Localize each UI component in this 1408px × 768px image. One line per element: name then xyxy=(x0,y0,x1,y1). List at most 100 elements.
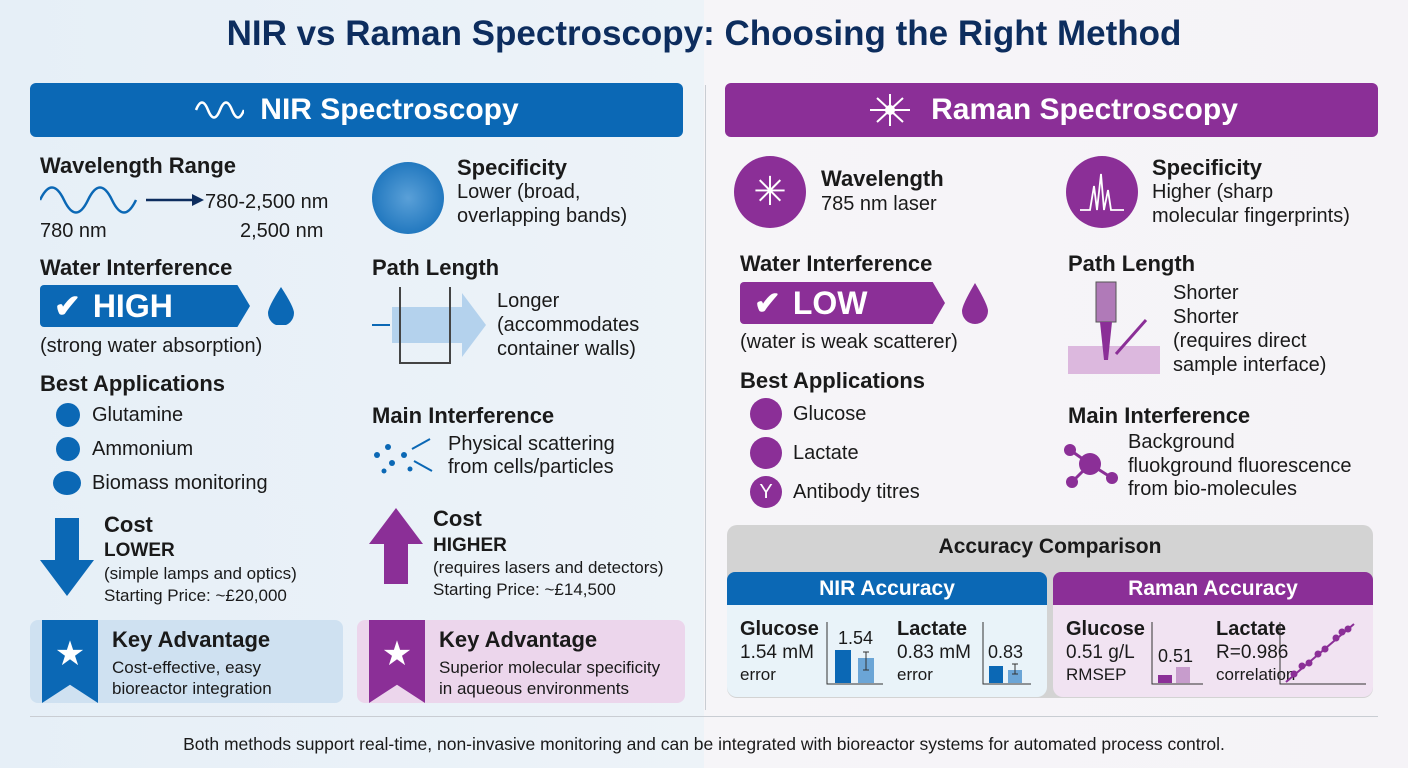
raman-accuracy-title: Raman Accuracy xyxy=(1053,572,1373,605)
nir-app-item: Glutamine xyxy=(92,404,184,426)
nir-lactate-label: Lactate xyxy=(897,618,968,640)
nir-glucose-label: Glucose xyxy=(740,618,819,640)
raman-cost-price: Starting Price: ~£14,500 xyxy=(433,580,616,599)
nir-wavelength-start: 780 nm xyxy=(40,220,107,242)
raman-app-item: Lactate xyxy=(793,442,859,464)
cuvette-beam-icon xyxy=(372,287,486,364)
nir-lactate-bar-label: 0.83 xyxy=(988,642,1024,662)
antibody-icon: Y xyxy=(750,476,782,508)
nir-glucose-unit: error xyxy=(740,665,776,684)
nir-glucose-bar-label: 1.54 xyxy=(838,628,874,648)
raman-interference-line2: fluokground fluorescence xyxy=(1128,455,1352,477)
raman-lactate-value: R=0.986 xyxy=(1216,642,1289,663)
raman-water-note: (water is weak scatterer) xyxy=(740,331,958,353)
raman-path-line2: Shorter xyxy=(1173,306,1239,328)
divider xyxy=(705,85,706,710)
raman-app-item: Glucose xyxy=(793,403,867,425)
water-drop-icon xyxy=(962,283,988,324)
raman-wavelength-label: Wavelength xyxy=(821,166,944,191)
raman-water-badge: ✔ LOW xyxy=(740,282,945,324)
probe-icon xyxy=(1068,281,1160,374)
nir-lactate-bar-chart xyxy=(982,622,1031,685)
star-ribbon-icon: ★ xyxy=(42,620,98,703)
arrow-down-icon xyxy=(40,518,94,596)
nir-key-advantage: ★ Key Advantage Cost-effective, easy bio… xyxy=(30,620,343,703)
raman-specificity-line2: molecular fingerprints) xyxy=(1152,205,1350,227)
raman-cost-label: Cost xyxy=(433,506,482,531)
nir-cost-note: (simple lamps and optics) xyxy=(104,564,297,583)
raman-specificity-line1: Higher (sharp xyxy=(1152,181,1274,203)
raman-specificity-label: Specificity xyxy=(1152,155,1263,180)
check-icon: ✔ xyxy=(54,288,81,324)
check-icon: ✔ xyxy=(754,285,781,321)
nir-water-label: Water Interference xyxy=(40,255,233,280)
wave-icon xyxy=(195,101,245,119)
nir-app-item: Ammonium xyxy=(92,438,194,460)
lactate-molecule-icon xyxy=(750,437,782,469)
raman-interference-line3: from bio-molecules xyxy=(1128,478,1297,500)
raman-glucose-unit: RMSEP xyxy=(1066,665,1127,684)
raman-wavelength-value: 785 nm laser xyxy=(821,193,937,215)
nir-cost-level: LOWER xyxy=(104,540,175,561)
raman-water-label: Water Interference xyxy=(740,251,933,276)
sharp-peaks-icon xyxy=(1066,156,1138,228)
nir-wavelength-end: 2,500 nm xyxy=(240,220,324,242)
nir-accuracy-title: NIR Accuracy xyxy=(727,572,1047,605)
nir-lactate-value: 0.83 mM xyxy=(897,642,971,663)
nir-cost-label: Cost xyxy=(104,512,153,537)
raman-water-level: LOW xyxy=(792,284,868,321)
nir-header-title: NIR Spectroscopy xyxy=(260,93,519,126)
nir-path-line1: Longer xyxy=(497,290,560,312)
nir-cost-price: Starting Price: ~£20,000 xyxy=(104,586,287,605)
water-drop-icon xyxy=(268,287,294,325)
nir-interference-line2: from cells/particles xyxy=(448,456,614,478)
accuracy-title: Accuracy Comparison xyxy=(938,535,1162,558)
raman-key-advantage: ★ Key Advantage Superior molecular speci… xyxy=(357,620,685,703)
raman-header-title: Raman Spectroscopy xyxy=(931,93,1238,126)
broad-bands-icon xyxy=(372,162,444,234)
wavelength-wave-icon xyxy=(40,186,204,214)
nir-app-item: Biomass monitoring xyxy=(92,472,268,494)
arrow-up-icon xyxy=(369,508,423,584)
nir-applications-label: Best Applications xyxy=(40,371,225,396)
nir-glucose-value: 1.54 mM xyxy=(740,642,814,663)
nir-path-label: Path Length xyxy=(372,255,500,280)
nir-water-badge: ✔ HIGH xyxy=(40,285,250,327)
footer-text: Both methods support real-time, non-inva… xyxy=(183,734,1225,754)
star-ribbon-icon: ★ xyxy=(369,620,425,703)
raman-lactate-label: Lactate xyxy=(1216,618,1287,640)
raman-path-line1: Shorter xyxy=(1173,282,1239,304)
nir-wavelength-label: Wavelength Range xyxy=(40,153,236,178)
nir-lactate-unit: error xyxy=(897,665,933,684)
petri-dish-icon xyxy=(53,471,81,495)
nir-water-note: (strong water absorption) xyxy=(40,335,263,357)
scattering-particles-icon xyxy=(374,438,433,474)
raman-advantage-line1: Superior molecular specificity xyxy=(439,658,661,677)
nir-specificity-line2: overlapping bands) xyxy=(457,205,628,227)
nir-path-line2: (accommodates xyxy=(497,314,640,336)
nir-interference-line1: Physical scattering xyxy=(448,433,615,455)
raman-cost-note: (requires lasers and detectors) xyxy=(433,558,664,577)
nir-water-level: HIGH xyxy=(92,287,173,324)
raman-cost-level: HIGHER xyxy=(433,535,507,556)
raman-applications-label: Best Applications xyxy=(740,368,925,393)
raman-lactate-unit: correlation xyxy=(1216,665,1296,684)
raman-interference-label: Main Interference xyxy=(1068,403,1251,428)
nir-specificity-line1: Lower (broad, xyxy=(457,181,581,203)
nir-interference-label: Main Interference xyxy=(372,403,555,428)
footer-divider xyxy=(30,716,1378,717)
raman-glucose-bar-chart xyxy=(1151,622,1203,685)
raman-interference-line1: Background xyxy=(1128,431,1235,453)
nir-wavelength-range: 780-2,500 nm xyxy=(205,191,329,213)
laser-icon: ✳ xyxy=(734,156,806,228)
nir-advantage-line1: Cost-effective, easy xyxy=(112,658,261,677)
raman-lactate-scatter-plot xyxy=(1279,622,1366,685)
raman-path-label: Path Length xyxy=(1068,251,1196,276)
nir-header: NIR Spectroscopy xyxy=(30,83,683,137)
raman-advantage-line2: in aqueous environments xyxy=(439,679,629,698)
fluorescence-molecule-icon xyxy=(1064,444,1118,488)
nir-path-line3: container walls) xyxy=(497,338,636,360)
nir-specificity-label: Specificity xyxy=(457,155,568,180)
page-title: NIR vs Raman Spectroscopy: Choosing the … xyxy=(226,14,1182,53)
molecule-icon xyxy=(56,437,80,461)
